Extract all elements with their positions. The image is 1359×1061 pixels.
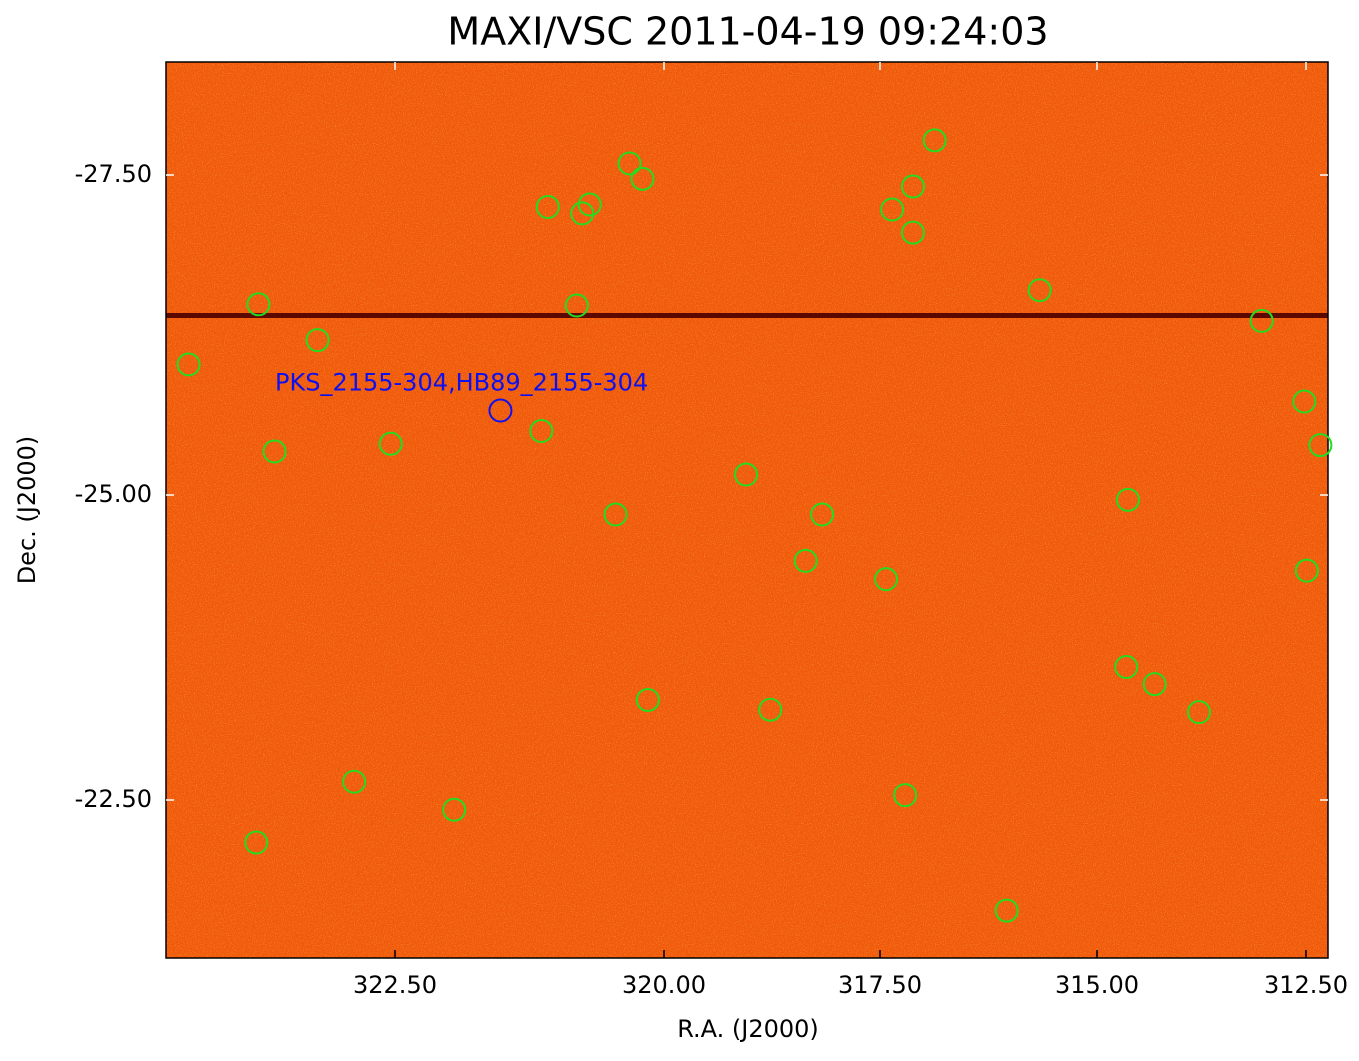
source-marker (305, 328, 330, 353)
source-marker (262, 439, 287, 464)
source-marker (810, 502, 835, 527)
source-marker (635, 687, 660, 712)
x-tick-label: 312.50 (1264, 971, 1348, 999)
y-axis-label: Dec. (J2000) (13, 436, 41, 585)
source-marker (378, 431, 403, 456)
x-tick-label: 320.00 (622, 971, 706, 999)
source-marker (1249, 308, 1274, 333)
source-marker (570, 201, 595, 226)
source-marker (758, 697, 783, 722)
source-marker (734, 462, 759, 487)
source-marker (535, 195, 560, 219)
source-marker (922, 128, 947, 153)
source-marker (529, 419, 554, 443)
source-marker (900, 220, 925, 245)
source-marker (244, 830, 269, 855)
sky-noise (166, 62, 1328, 958)
source-marker (994, 898, 1019, 923)
x-tick-label: 315.00 (1055, 971, 1139, 999)
source-marker (1114, 655, 1139, 680)
source-marker (1115, 487, 1140, 512)
target-label: PKS_2155-304,HB89_2155-304 (275, 369, 648, 397)
source-marker (577, 192, 602, 217)
plot-frame (165, 61, 1329, 959)
source-marker (880, 197, 905, 222)
source-marker (246, 292, 271, 317)
source-marker (900, 174, 925, 199)
source-marker (1027, 278, 1052, 303)
source-marker (1292, 389, 1317, 414)
y-tick-label: -25.00 (75, 480, 152, 508)
x-tick-label: 317.50 (838, 971, 922, 999)
source-marker (442, 797, 467, 822)
source-marker (342, 769, 367, 794)
source-marker (874, 567, 899, 592)
chart-title: MAXI/VSC 2011-04-19 09:24:03 (447, 10, 1048, 54)
source-marker (617, 151, 642, 176)
source-marker (793, 548, 818, 573)
source-marker (1308, 433, 1333, 458)
detector-gap (166, 313, 1328, 318)
source-marker (630, 166, 655, 191)
source-marker (1294, 558, 1319, 583)
source-marker (1186, 700, 1211, 725)
target-marker (488, 398, 513, 423)
source-marker (564, 293, 589, 318)
source-marker (893, 783, 918, 808)
source-marker (176, 352, 201, 377)
source-marker (603, 502, 628, 527)
x-tick-label: 322.50 (353, 971, 437, 999)
x-axis-label: R.A. (J2000) (677, 1015, 819, 1043)
source-marker (1142, 672, 1167, 697)
y-tick-label: -22.50 (75, 785, 152, 813)
y-tick-label: -27.50 (75, 160, 152, 188)
